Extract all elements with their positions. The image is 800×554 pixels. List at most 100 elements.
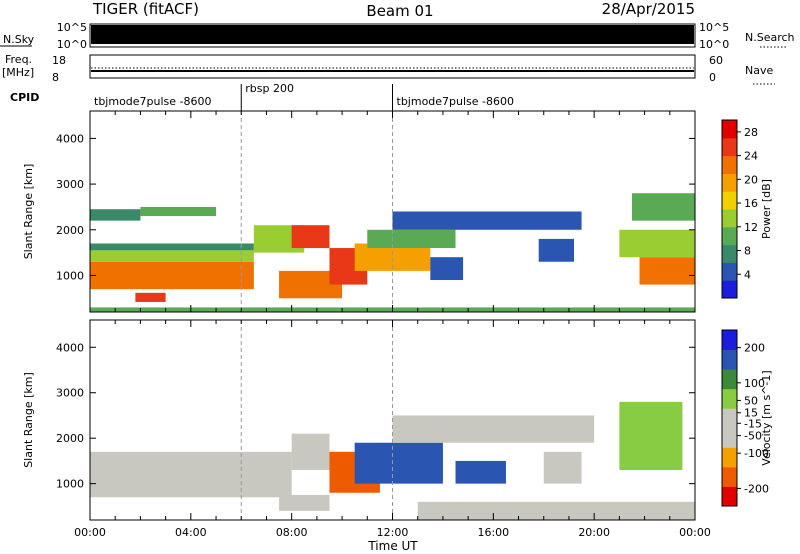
colorbar-segment [722,486,737,507]
nsky-label: N.Sky [3,33,35,46]
power-scatter-cell [430,257,464,281]
x-tick-label: 16:00 [477,526,509,539]
x-tick-label: 04:00 [175,526,207,539]
power-scatter-cell [291,225,330,249]
colorbar-frame [721,119,738,299]
power-scatter-cell [90,261,254,290]
y-tick-label: 2000 [56,224,84,237]
date-title: 28/Apr/2015 [602,0,695,18]
power-scatter-cell [619,229,695,258]
y-tick-label: 1000 [56,478,84,491]
colorbar-segment [722,388,737,409]
colorbar-segment [722,120,737,139]
cpid-row: tbjmode7pulse -8600 rbsp 200 tbjmode7pulse… [94,82,514,111]
x-tick-label: 12:00 [377,526,409,539]
power-scatter-cell [367,229,456,249]
nsearch-label: N.Search [745,31,795,44]
colorbar-segment [722,226,737,246]
nsearch-tick-top: 10^5 [699,21,729,34]
y-tick-label: 2000 [56,432,84,445]
velocity-scatter-cell [392,415,595,443]
cpid-segment-label: rbsp 200 [245,82,294,95]
colorbar-title: Power [dB] [760,179,773,239]
power-scatter-cell [90,243,254,251]
nave-label: Nave [745,64,773,77]
colorbar-frame [721,329,738,507]
velocity-axes: 1000 2000 3000 4000 Slant Range [km] [22,320,696,520]
y-tick-label: 3000 [56,178,84,191]
colorbar-title: Velocity [m s^-1] [760,370,773,465]
cpid-label: CPID [10,91,39,104]
power-scatter-cell [90,209,141,221]
y-tick-label: 4000 [56,341,84,354]
x-axis-title: Time UT [367,539,418,553]
power-colorbar: 4 8 12 16 20 24 28 Power [dB] [721,119,773,299]
colorbar-segment [722,262,737,281]
power-axes: 1000 2000 3000 4000 Slant Range [km] [22,111,696,312]
nsky-tick-bottom: 10^0 [57,38,87,51]
colorbar-tick-label: -200 [744,482,769,495]
y-axis-title: Slant Range [km] [22,372,35,468]
y-tick-label: 4000 [56,132,84,145]
colorbar-tick-label: 15 [744,407,758,420]
y-tick-label: 1000 [56,269,84,282]
colorbar-tick-label: -15 [744,417,762,430]
colorbar-segment [722,209,737,228]
nave-tick-bottom: 0 [709,71,716,84]
velocity-scatter-cell [417,501,695,520]
colorbar-tick-label: 100 [744,377,765,390]
y-tick-label: 3000 [56,387,84,400]
power-scatter-cell [90,250,254,262]
cpid-segment-label: tbjmode7pulse -8600 [397,95,515,108]
colorbar-tick-label: 28 [744,126,758,139]
power-scatter-cell [140,206,217,217]
colorbar-tick-label: 12 [744,221,758,234]
freq-label-line2: [MHz] [2,66,34,79]
colorbar-segment [722,191,737,210]
colorbar-segment [722,280,737,299]
power-scatter-cell [538,238,574,262]
nsky-tick-top: 10^5 [57,21,87,34]
colorbar-tick-label: 4 [744,268,751,281]
colorbar-tick-label: 200 [744,342,765,355]
velocity-scatter-cell [543,451,582,484]
colorbar-tick-label: 50 [744,394,758,407]
colorbar-segment [722,137,737,157]
freq-label-line1: Freq. [5,53,32,66]
freq-panel [89,54,696,79]
beam-title: Beam 01 [366,2,433,20]
x-axis: 00:00 04:00 08:00 12:00 16:00 20:00 00:00 [74,526,711,539]
x-tick-label: 20:00 [578,526,610,539]
velocity-heatmap [90,320,695,520]
colorbar-tick-label: 16 [744,197,758,210]
colorbar-segment [722,349,737,370]
colorbar-tick-label: 24 [744,150,758,163]
velocity-scatter-cell [291,433,330,470]
power-scatter-cell [392,211,582,230]
colorbar-tick-label: -100 [744,447,769,460]
colorbar-segment [722,447,737,468]
power-scatter-cell [639,257,695,285]
velocity-scatter-cell [354,442,443,484]
x-tick-label: 00:00 [74,526,106,539]
colorbar-segment [722,244,737,263]
colorbar-segment [722,369,737,390]
freq-tick-bottom: 8 [52,71,59,84]
nave-tick-top: 60 [709,54,723,67]
nsky-data-band [91,25,694,44]
velocity-scatter-cell [619,401,683,470]
velocity-scatter-cell [279,495,330,511]
y-axis-title: Slant Range [km] [22,164,35,260]
colorbar-segment [722,466,737,487]
freq-tick-top: 18 [52,54,66,67]
station-title: TIGER (fitACF) [92,0,199,18]
colorbar-segment [722,427,737,448]
x-tick-label: 00:00 [679,526,711,539]
power-scatter-cell [631,193,695,221]
colorbar-tick-label: -50 [744,430,762,443]
colorbar-segment [722,155,737,174]
velocity-scatter-cell [455,460,506,484]
colorbar-tick-label: 20 [744,173,758,186]
